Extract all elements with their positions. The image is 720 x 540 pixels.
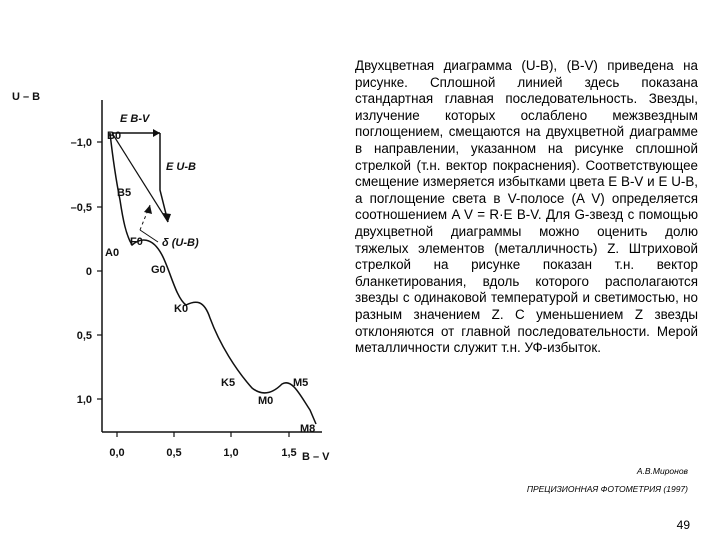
tick-label: –1,0 <box>71 137 92 149</box>
excess-label: E B-V <box>120 113 151 125</box>
reddening-vector <box>159 133 169 223</box>
star-label: B0 <box>107 130 121 142</box>
tick-label: 1,0 <box>77 394 92 406</box>
excess-label: E U-B <box>166 161 196 173</box>
tick-label: 0,5 <box>166 447 181 459</box>
tick-label: 1,0 <box>223 447 238 459</box>
tick-label: –0,5 <box>71 202 92 214</box>
star-label: M5 <box>293 377 308 389</box>
page-number: 49 <box>676 518 690 532</box>
delta-pointer <box>139 229 159 243</box>
body-text: Двухцветная диаграмма (U-B), (B-V) приве… <box>355 58 698 356</box>
star-label: F0 <box>130 236 143 248</box>
axis-label: B – V <box>302 451 330 463</box>
star-label: K5 <box>221 377 235 389</box>
citation-author: А.В.Миронов <box>636 466 688 476</box>
arrowhead <box>144 205 152 214</box>
arrowhead <box>163 213 171 222</box>
reddening-arrow <box>111 132 169 223</box>
delta-label: δ (U-B) <box>162 237 199 249</box>
star-label: B5 <box>117 187 131 199</box>
tick-label: 1,5 <box>281 447 296 459</box>
star-label: M8 <box>300 423 315 435</box>
citation-source: ПРЕЦИЗИОННАЯ ФОТОМЕТРИЯ (1997) <box>526 484 688 494</box>
arrowhead <box>153 129 160 137</box>
tick-label: 0,0 <box>109 447 124 459</box>
main-sequence <box>109 132 317 425</box>
two-color-diagram: U – B B – V –1,0 –0,5 0 0,5 1,0 0,0 0,5 … <box>12 91 330 463</box>
star-label: A0 <box>105 247 119 259</box>
tick-label: 0 <box>86 266 92 278</box>
blanketing-vector <box>139 204 151 231</box>
tick-label: 0,5 <box>77 330 92 342</box>
star-label: K0 <box>174 303 188 315</box>
star-label: G0 <box>151 264 166 276</box>
star-label: M0 <box>258 395 273 407</box>
axis-label: U – B <box>12 91 40 103</box>
